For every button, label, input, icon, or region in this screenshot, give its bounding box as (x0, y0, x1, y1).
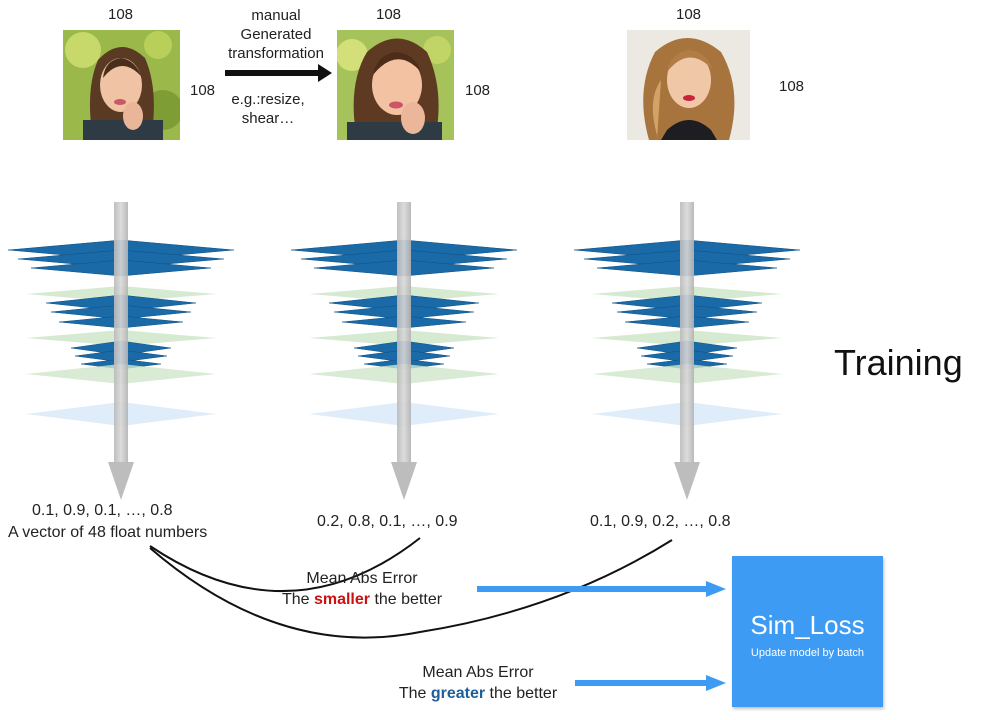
loss-greater-suffix: the better (485, 685, 558, 702)
transform-arrow-head (318, 64, 332, 82)
image3-height-label: 108 (779, 78, 805, 95)
input-photo-1 (63, 30, 180, 140)
sim-loss-subtitle: Update model by batch (750, 647, 865, 659)
transform-note-bottom: e.g.:resize, shear… (218, 90, 318, 128)
loss-smaller-title: Mean Abs Error (306, 570, 418, 587)
loss-smaller-prefix: The (281, 591, 314, 608)
loss-greater-label: Mean Abs Error The greater the better (378, 662, 578, 704)
output-vector-1-caption: A vector of 48 float numbers (8, 524, 208, 541)
forward-pass-arrow-head (391, 462, 417, 500)
loss-smaller-emphasis: smaller (313, 591, 370, 608)
image3-width-label: 108 (676, 6, 702, 23)
arrow-smaller-head (706, 581, 726, 597)
curve-vec1-to-vec2 (149, 537, 421, 592)
curve-vec1-to-vec3 (149, 539, 673, 639)
input-photo-3 (627, 30, 750, 140)
loss-greater-title: Mean Abs Error (422, 664, 534, 681)
transform-line-4: e.g.:resize, (231, 91, 305, 108)
network-stack-3 (573, 202, 801, 500)
forward-pass-arrow (114, 202, 128, 464)
network-stack-1 (7, 202, 235, 500)
arrow-greater-head (706, 675, 726, 691)
output-vector-2: 0.2, 0.8, 0.1, …, 0.9 (317, 513, 458, 530)
network-stack-2 (290, 202, 518, 500)
loss-smaller-suffix: the better (370, 591, 443, 608)
training-label: Training (834, 342, 963, 383)
transform-note-top: manual Generated transformation (216, 6, 336, 63)
transform-line-3: transformation (228, 45, 324, 62)
forward-pass-arrow-head (674, 462, 700, 500)
loss-greater-emphasis: greater (430, 685, 486, 702)
loss-greater-desc: The greater the better (378, 683, 578, 704)
transform-line-2: Generated (240, 26, 312, 43)
image2-height-label: 108 (465, 82, 491, 99)
output-vector-1: 0.1, 0.9, 0.1, …, 0.8 (32, 502, 173, 519)
transform-line-1: manual (251, 7, 301, 24)
sim-loss-box: Sim_Loss Update model by batch (732, 556, 883, 707)
forward-pass-arrow (680, 202, 694, 464)
image2-width-label: 108 (376, 6, 402, 23)
loss-smaller-label: Mean Abs Error The smaller the better (262, 568, 462, 610)
image1-height-label: 108 (190, 82, 216, 99)
loss-smaller-desc: The smaller the better (262, 589, 462, 610)
transform-line-5: shear… (241, 110, 295, 127)
transformed-photo (337, 30, 454, 140)
forward-pass-arrow (397, 202, 411, 464)
loss-greater-prefix: The (398, 685, 431, 702)
image1-width-label: 108 (108, 6, 134, 23)
forward-pass-arrow-head (108, 462, 134, 500)
sim-loss-title: Sim_Loss (750, 610, 865, 640)
output-vector-3: 0.1, 0.9, 0.2, …, 0.8 (590, 513, 731, 530)
